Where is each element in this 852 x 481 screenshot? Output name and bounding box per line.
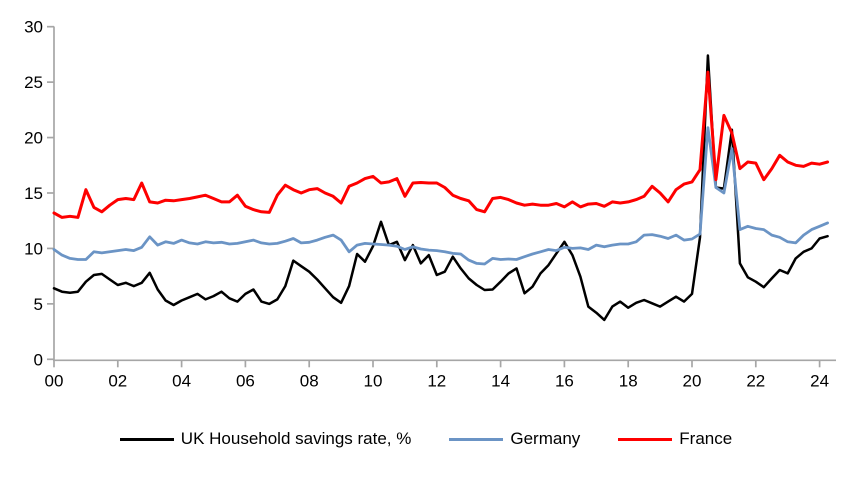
x-tick-label: 14 — [491, 371, 510, 390]
series-line-germany — [52, 126, 829, 266]
x-tick-label: 12 — [427, 371, 446, 390]
x-tick-label: 02 — [108, 371, 127, 390]
legend-item-germany: Germany — [449, 429, 580, 449]
x-tick-label: 08 — [300, 371, 319, 390]
x-tick-label: 20 — [683, 371, 702, 390]
x-tick-label: 04 — [172, 371, 191, 390]
x-tick-label: 24 — [810, 371, 829, 390]
germany-line-swatch-icon — [449, 437, 504, 441]
x-tick-label: 00 — [45, 371, 64, 390]
legend-item-uk: UK Household savings rate, % — [119, 429, 412, 449]
uk-line-swatch-icon — [119, 437, 174, 441]
legend-label-germany: Germany — [510, 429, 581, 448]
x-tick-label: 16 — [555, 371, 574, 390]
y-tick-label: 25 — [24, 73, 43, 92]
y-tick-label: 20 — [24, 129, 43, 148]
x-tick-label: 10 — [364, 371, 383, 390]
x-tick-label: 06 — [236, 371, 255, 390]
legend-item-france: France — [618, 429, 732, 449]
x-tick-label: 18 — [619, 371, 638, 390]
y-tick-label: 5 — [34, 295, 43, 314]
y-tick-label: 0 — [34, 350, 43, 369]
series-line-france — [52, 70, 830, 219]
legend-label-france: France — [679, 429, 733, 448]
x-tick-label: 22 — [746, 371, 765, 390]
legend-label-uk: UK Household savings rate, % — [180, 429, 412, 448]
legend: UK Household savings rate, % Germany Fra… — [0, 429, 852, 449]
france-line-swatch-icon — [618, 437, 673, 441]
y-tick-label: 30 — [24, 18, 43, 37]
y-tick-label: 10 — [24, 239, 43, 258]
y-tick-label: 15 — [24, 184, 43, 203]
series-line-uk — [52, 54, 829, 322]
